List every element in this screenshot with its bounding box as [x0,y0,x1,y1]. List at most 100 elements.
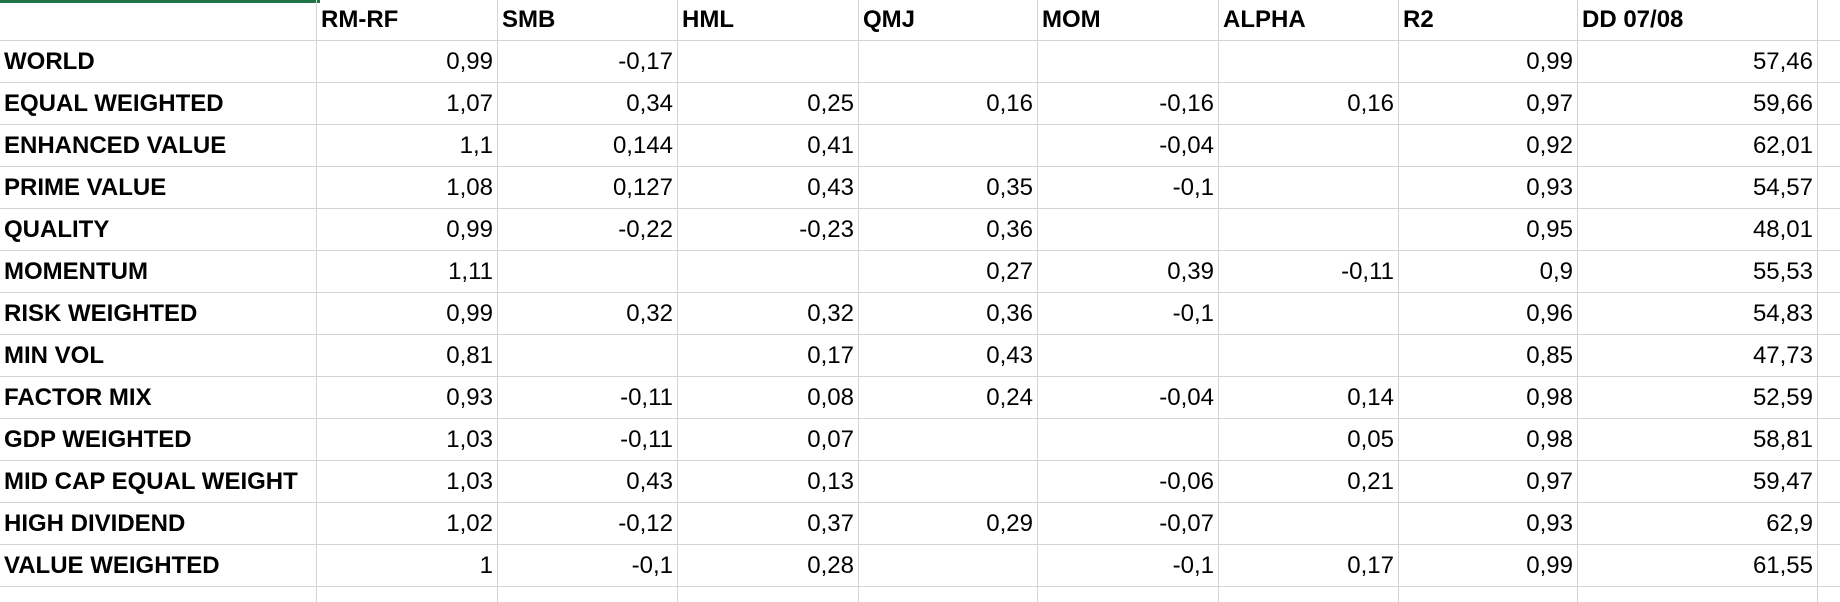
value-cell[interactable]: 0,37 [678,503,859,545]
value-cell[interactable]: 0,39 [1038,251,1219,293]
value-cell[interactable]: 1,08 [317,167,498,209]
value-cell[interactable]: 0,99 [1399,545,1578,587]
empty-cell[interactable] [859,125,1038,167]
empty-cell[interactable] [1818,377,1840,419]
value-cell[interactable]: 0,144 [498,125,678,167]
empty-cell[interactable] [859,545,1038,587]
empty-cell[interactable] [1038,587,1219,602]
value-cell[interactable]: 0,24 [859,377,1038,419]
value-cell[interactable]: -0,07 [1038,503,1219,545]
value-cell[interactable]: 0,92 [1399,125,1578,167]
value-cell[interactable]: 0,36 [859,293,1038,335]
empty-cell[interactable] [859,41,1038,83]
value-cell[interactable]: 0,34 [498,83,678,125]
value-cell[interactable]: 0,99 [317,41,498,83]
empty-cell[interactable] [1818,83,1840,125]
row-label[interactable]: FACTOR MIX [0,377,317,419]
value-cell[interactable]: 0,41 [678,125,859,167]
empty-cell[interactable] [1219,209,1399,251]
empty-cell[interactable] [678,587,859,602]
empty-cell[interactable] [1818,503,1840,545]
value-cell[interactable]: -0,17 [498,41,678,83]
empty-cell[interactable] [1818,461,1840,503]
value-cell[interactable]: 0,127 [498,167,678,209]
value-cell[interactable]: 0,16 [859,83,1038,125]
value-cell[interactable]: -0,11 [498,377,678,419]
empty-cell[interactable] [1219,125,1399,167]
empty-cell[interactable] [1038,209,1219,251]
value-cell[interactable]: 0,98 [1399,377,1578,419]
empty-cell[interactable] [1219,293,1399,335]
row-label[interactable]: GDP WEIGHTED [0,419,317,461]
column-header[interactable]: DD 07/08 [1578,0,1818,41]
column-header[interactable]: QMJ [859,0,1038,41]
row-label[interactable]: ENHANCED VALUE [0,125,317,167]
value-cell[interactable]: 0,97 [1399,83,1578,125]
value-cell[interactable]: -0,12 [498,503,678,545]
column-header[interactable]: ALPHA [1219,0,1399,41]
value-cell[interactable]: 0,81 [317,335,498,377]
empty-cell[interactable] [1818,545,1840,587]
value-cell[interactable]: 0,43 [678,167,859,209]
empty-cell[interactable] [1038,335,1219,377]
empty-cell[interactable] [1578,587,1818,602]
value-cell[interactable]: 0,17 [678,335,859,377]
value-cell[interactable]: 1,03 [317,461,498,503]
row-label[interactable]: EQUAL WEIGHTED [0,83,317,125]
row-label[interactable]: HIGH DIVIDEND [0,503,317,545]
value-cell[interactable]: 0,07 [678,419,859,461]
empty-cell[interactable] [1818,251,1840,293]
column-header[interactable]: SMB [498,0,678,41]
value-cell[interactable]: 0,99 [317,293,498,335]
value-cell[interactable]: 54,57 [1578,167,1818,209]
value-cell[interactable]: 0,99 [317,209,498,251]
value-cell[interactable]: 0,16 [1219,83,1399,125]
row-label[interactable]: WORLD [0,41,317,83]
value-cell[interactable]: 52,59 [1578,377,1818,419]
value-cell[interactable]: 1,11 [317,251,498,293]
value-cell[interactable]: 0,13 [678,461,859,503]
value-cell[interactable]: 0,29 [859,503,1038,545]
empty-cell[interactable] [1219,587,1399,602]
value-cell[interactable]: 59,47 [1578,461,1818,503]
value-cell[interactable]: -0,1 [1038,167,1219,209]
empty-cell[interactable] [1818,335,1840,377]
value-cell[interactable]: 0,35 [859,167,1038,209]
value-cell[interactable]: 1,02 [317,503,498,545]
value-cell[interactable]: 0,32 [498,293,678,335]
value-cell[interactable]: 62,9 [1578,503,1818,545]
empty-cell[interactable] [1219,41,1399,83]
value-cell[interactable]: 0,32 [678,293,859,335]
empty-cell[interactable] [859,461,1038,503]
value-cell[interactable]: 0,99 [1399,41,1578,83]
value-cell[interactable]: -0,1 [498,545,678,587]
value-cell[interactable]: -0,11 [1219,251,1399,293]
value-cell[interactable]: 1,1 [317,125,498,167]
value-cell[interactable]: 0,28 [678,545,859,587]
empty-cell[interactable] [1399,587,1578,602]
value-cell[interactable]: 0,14 [1219,377,1399,419]
empty-cell[interactable] [498,587,678,602]
value-cell[interactable]: 62,01 [1578,125,1818,167]
empty-cell[interactable] [1219,335,1399,377]
value-cell[interactable]: 0,93 [317,377,498,419]
value-cell[interactable]: -0,04 [1038,125,1219,167]
value-cell[interactable]: 0,93 [1399,503,1578,545]
value-cell[interactable]: 47,73 [1578,335,1818,377]
column-header[interactable]: HML [678,0,859,41]
empty-cell[interactable] [859,419,1038,461]
empty-cell[interactable] [1219,167,1399,209]
empty-cell[interactable] [1038,41,1219,83]
row-label[interactable]: VALUE WEIGHTED [0,545,317,587]
value-cell[interactable]: 0,96 [1399,293,1578,335]
empty-cell[interactable] [1818,125,1840,167]
empty-cell[interactable] [678,251,859,293]
empty-cell[interactable] [1818,419,1840,461]
empty-cell[interactable] [317,587,498,602]
row-label[interactable]: MIN VOL [0,335,317,377]
empty-cell[interactable] [678,41,859,83]
value-cell[interactable]: -0,1 [1038,545,1219,587]
value-cell[interactable]: 0,43 [859,335,1038,377]
row-label[interactable]: MID CAP EQUAL WEIGHT [0,461,317,503]
value-cell[interactable]: -0,22 [498,209,678,251]
